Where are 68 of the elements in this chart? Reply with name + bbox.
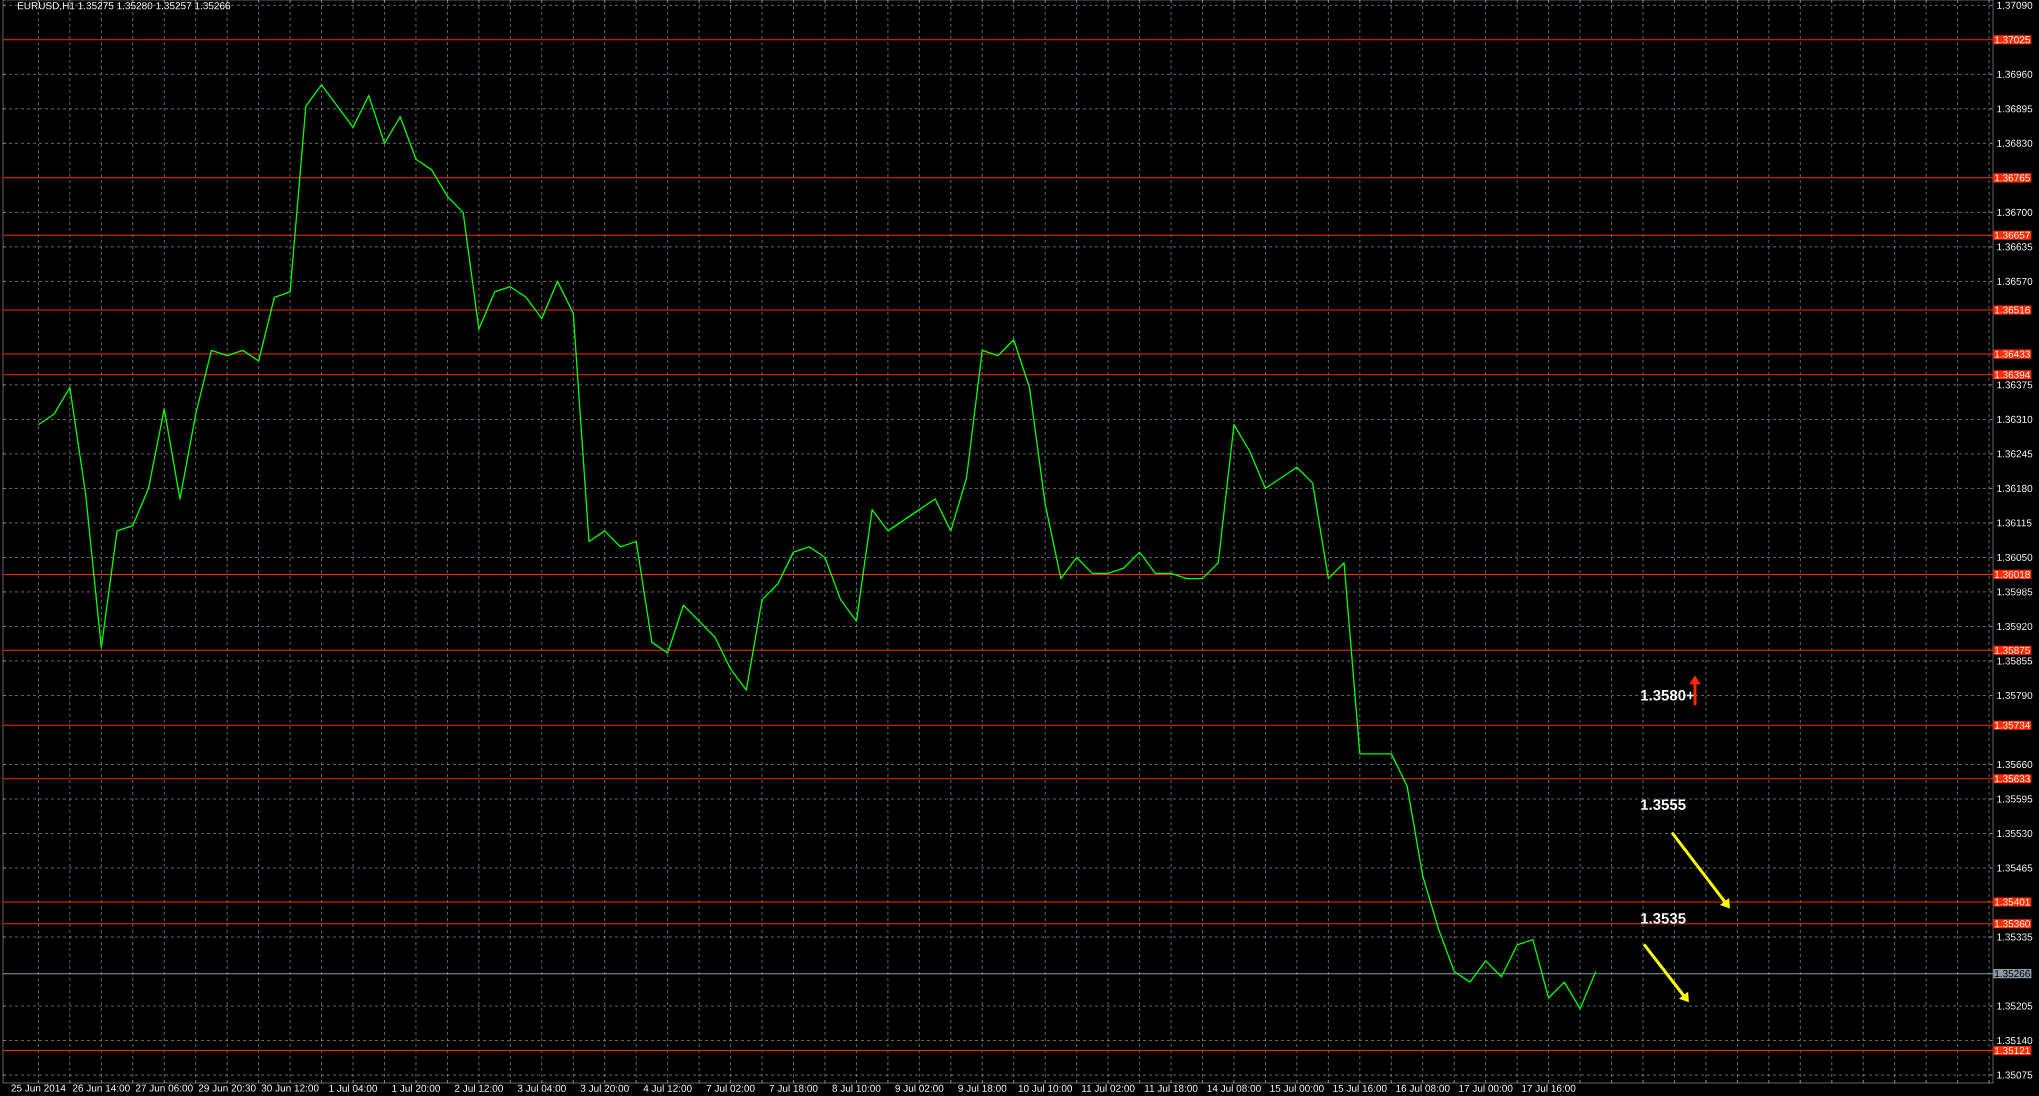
y-tick-label: 1.35205: [1997, 1002, 2033, 1010]
y-tick-label: 1.36960: [1997, 70, 2033, 78]
y-tick-label: 1.35985: [1997, 588, 2033, 596]
ref-line-label: 1.35360: [1994, 920, 2030, 928]
y-tick-label: 1.36700: [1997, 208, 2033, 216]
ref-line-label: 1.35734: [1994, 721, 2031, 729]
x-tick-label: 10 Jul 10:00: [1018, 1084, 1073, 1092]
x-tick-label: 16 Jul 08:00: [1396, 1084, 1450, 1092]
y-tick-label: 1.36180: [1997, 484, 2033, 492]
x-tick-label: 27 Jun 06:00: [135, 1084, 193, 1092]
annotation: 1.3535: [1641, 913, 1686, 924]
x-tick-label: 11 Jul 18:00: [1144, 1084, 1198, 1092]
ref-line-label: 1.36516: [1994, 306, 2030, 314]
x-tick-label: 7 Jul 02:00: [706, 1084, 755, 1092]
ref-line-label: 1.36433: [1994, 350, 2030, 358]
annotation: 1.3555: [1641, 799, 1686, 810]
x-tick-label: 17 Jul 00:00: [1459, 1084, 1513, 1092]
ref-line-label: 1.36765: [1994, 174, 2030, 182]
x-tick-label: 26 Jun 14:00: [72, 1084, 130, 1092]
x-tick-label: 9 Jul 18:00: [958, 1084, 1007, 1092]
y-tick-label: 1.35855: [1997, 657, 2033, 665]
ref-line-label: 1.35401: [1994, 898, 2030, 906]
y-tick-label: 1.36635: [1997, 243, 2033, 251]
y-tick-label: 1.36570: [1997, 277, 2033, 285]
x-tick-label: 4 Jul 12:00: [643, 1084, 692, 1092]
x-tick-label: 7 Jul 18:00: [769, 1084, 818, 1092]
y-tick-label: 1.35530: [1997, 829, 2033, 838]
x-tick-label: 1 Jul 20:00: [392, 1084, 441, 1092]
ref-line-label: 1.35875: [1994, 646, 2030, 654]
y-tick-label: 1.36115: [1997, 519, 2032, 527]
ref-line-label: 1.36657: [1994, 231, 2030, 239]
y-tick-label: 1.36050: [1997, 553, 2033, 561]
y-tick-label: 1.36830: [1997, 139, 2033, 147]
x-tick-label: 1 Jul 04:00: [329, 1084, 378, 1092]
x-tick-label: 3 Jul 04:00: [517, 1084, 566, 1092]
ref-line-label: 1.35266: [1994, 970, 2030, 978]
y-tick-label: 1.35790: [1997, 691, 2033, 699]
chart-title: EURUSD,H1 1.35275 1.35280 1.35257 1.35266: [17, 2, 231, 11]
x-tick-label: 14 Jul 08:00: [1207, 1084, 1261, 1092]
ref-line-label: 1.35633: [1994, 775, 2030, 783]
x-tick-label: 3 Jul 20:00: [580, 1084, 629, 1092]
ref-line-label: 1.35121: [1994, 1047, 2030, 1055]
y-tick-label: 1.35920: [1997, 622, 2033, 630]
x-tick-label: 8 Jul 10:00: [832, 1084, 881, 1092]
x-tick-label: 2 Jul 12:00: [454, 1084, 503, 1092]
y-tick-label: 1.35140: [1997, 1036, 2033, 1045]
y-tick-label: 1.36375: [1997, 381, 2033, 389]
x-tick-label: 11 Jul 02:00: [1082, 1084, 1135, 1092]
annotation: 1.3580+: [1641, 689, 1695, 701]
ref-line-label: 1.37025: [1994, 36, 2030, 44]
y-tick-label: 1.35075: [1997, 1071, 2033, 1079]
y-tick-label: 1.35465: [1997, 864, 2033, 872]
x-tick-label: 17 Jul 16:00: [1522, 1084, 1576, 1092]
x-tick-label: 30 Jun 12:00: [261, 1084, 319, 1092]
y-tick-label: 1.35660: [1997, 760, 2033, 769]
y-tick-label: 1.36895: [1997, 105, 2033, 113]
x-tick-label: 29 Jun 20:30: [198, 1084, 256, 1092]
ref-line-label: 1.36018: [1994, 570, 2030, 578]
ref-line-label: 1.36394: [1994, 371, 2031, 379]
x-tick-label: 15 Jul 16:00: [1333, 1084, 1387, 1092]
y-tick-label: 1.36245: [1997, 450, 2033, 458]
y-tick-label: 1.35595: [1997, 795, 2033, 803]
x-tick-label: 9 Jul 02:00: [895, 1084, 944, 1092]
x-tick-label: 25 Jun 2014: [11, 1084, 66, 1092]
x-tick-label: 15 Jul 00:00: [1270, 1084, 1324, 1092]
y-tick-label: 1.36310: [1997, 415, 2033, 423]
y-tick-label: 1.37090: [1997, 1, 2033, 9]
y-tick-label: 1.35335: [1997, 933, 2033, 941]
